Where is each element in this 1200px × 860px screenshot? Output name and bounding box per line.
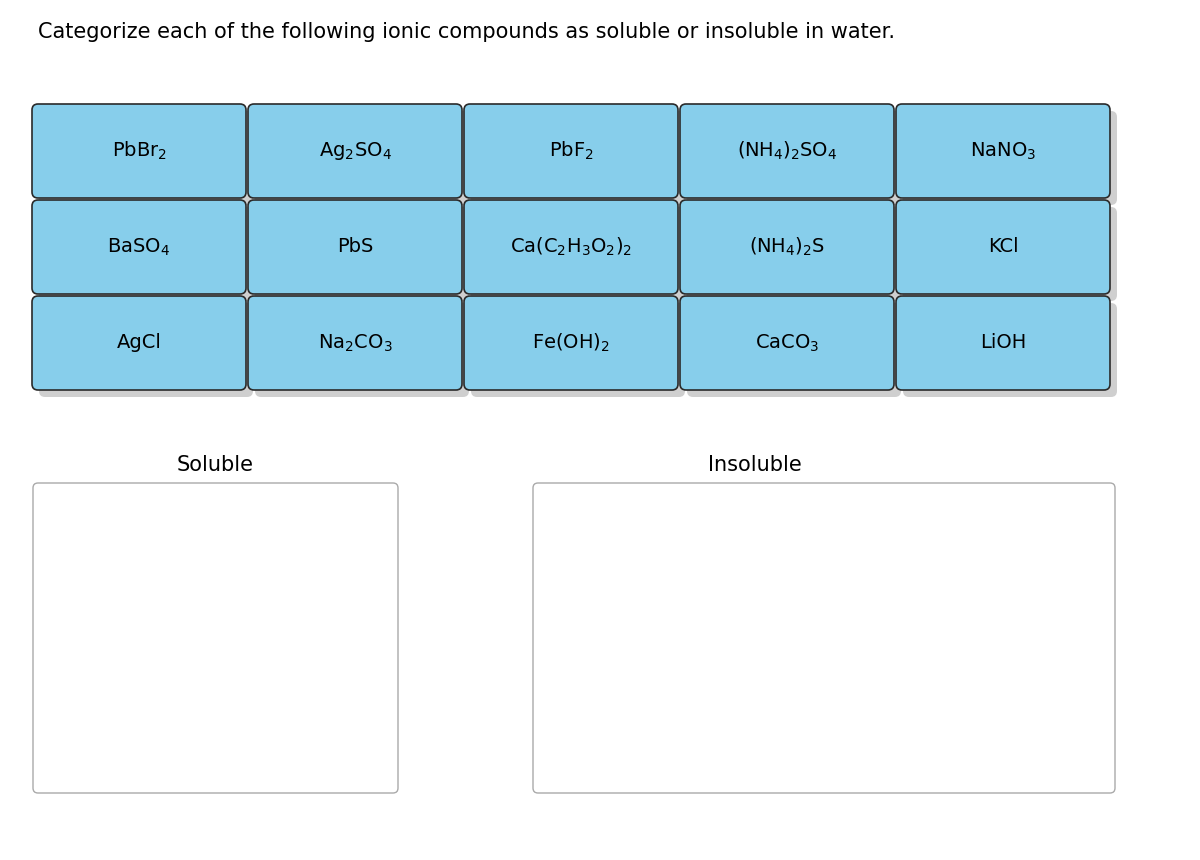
Text: LiOH: LiOH	[980, 334, 1026, 353]
FancyBboxPatch shape	[32, 296, 246, 390]
FancyBboxPatch shape	[896, 200, 1110, 294]
FancyBboxPatch shape	[248, 200, 462, 294]
Text: NaNO$_3$: NaNO$_3$	[970, 140, 1036, 162]
Text: AgCl: AgCl	[116, 334, 162, 353]
FancyBboxPatch shape	[680, 200, 894, 294]
FancyBboxPatch shape	[904, 111, 1117, 205]
FancyBboxPatch shape	[254, 207, 469, 301]
Text: PbS: PbS	[337, 237, 373, 256]
FancyBboxPatch shape	[680, 104, 894, 198]
Text: CaCO$_3$: CaCO$_3$	[755, 332, 820, 353]
FancyBboxPatch shape	[464, 200, 678, 294]
FancyBboxPatch shape	[688, 111, 901, 205]
Text: Soluble: Soluble	[176, 455, 253, 475]
Text: (NH$_4$)$_2$SO$_4$: (NH$_4$)$_2$SO$_4$	[737, 140, 838, 163]
Text: Na$_2$CO$_3$: Na$_2$CO$_3$	[318, 332, 392, 353]
Text: BaSO$_4$: BaSO$_4$	[108, 237, 170, 258]
Text: Ca(C$_2$H$_3$O$_2$)$_2$: Ca(C$_2$H$_3$O$_2$)$_2$	[510, 236, 632, 258]
Text: Insoluble: Insoluble	[708, 455, 802, 475]
FancyBboxPatch shape	[472, 111, 685, 205]
FancyBboxPatch shape	[32, 200, 246, 294]
FancyBboxPatch shape	[34, 483, 398, 793]
FancyBboxPatch shape	[904, 207, 1117, 301]
FancyBboxPatch shape	[688, 207, 901, 301]
FancyBboxPatch shape	[904, 303, 1117, 397]
Text: Categorize each of the following ionic compounds as soluble or insoluble in wate: Categorize each of the following ionic c…	[38, 22, 895, 42]
FancyBboxPatch shape	[688, 303, 901, 397]
FancyBboxPatch shape	[254, 303, 469, 397]
FancyBboxPatch shape	[38, 207, 253, 301]
FancyBboxPatch shape	[464, 104, 678, 198]
Text: PbBr$_2$: PbBr$_2$	[112, 140, 167, 163]
FancyBboxPatch shape	[248, 296, 462, 390]
FancyBboxPatch shape	[464, 296, 678, 390]
FancyBboxPatch shape	[32, 104, 246, 198]
FancyBboxPatch shape	[38, 303, 253, 397]
FancyBboxPatch shape	[254, 111, 469, 205]
Text: (NH$_4$)$_2$S: (NH$_4$)$_2$S	[749, 236, 824, 258]
FancyBboxPatch shape	[896, 104, 1110, 198]
FancyBboxPatch shape	[896, 296, 1110, 390]
Text: PbF$_2$: PbF$_2$	[548, 140, 593, 163]
FancyBboxPatch shape	[680, 296, 894, 390]
FancyBboxPatch shape	[38, 111, 253, 205]
FancyBboxPatch shape	[472, 207, 685, 301]
FancyBboxPatch shape	[533, 483, 1115, 793]
Text: Fe(OH)$_2$: Fe(OH)$_2$	[532, 332, 610, 354]
Text: Ag$_2$SO$_4$: Ag$_2$SO$_4$	[318, 140, 391, 162]
Text: KCl: KCl	[988, 237, 1019, 256]
FancyBboxPatch shape	[248, 104, 462, 198]
FancyBboxPatch shape	[472, 303, 685, 397]
